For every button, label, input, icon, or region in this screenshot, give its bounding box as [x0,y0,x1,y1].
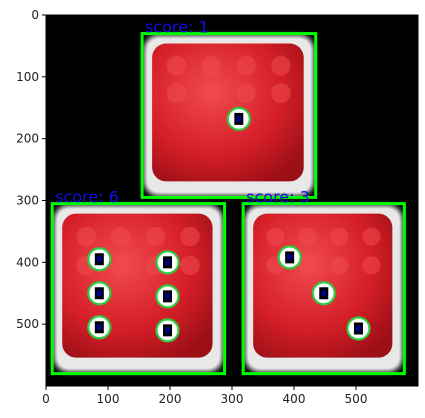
y-tick-label: 100 [16,70,39,84]
axes: 0 100 200 300 400 500 0 100 200 300 400 500 [16,8,419,406]
pip-center [321,290,327,297]
x-tick-label: 100 [97,392,120,406]
x-tick-label: 0 [42,392,50,406]
die-texture-dot [330,256,349,275]
die-texture-dot [271,55,291,76]
pip-center [96,290,102,297]
die-texture-dot [111,226,131,247]
die-texture-dot [236,55,256,76]
x-tick-label: 500 [345,392,368,406]
die-texture-dot [76,226,97,247]
die-2: score: 6 [50,188,227,376]
pip-center [355,325,361,332]
y-tick-label: 400 [16,255,39,269]
detection-box [50,202,227,376]
die-texture-dot [362,256,381,275]
die-1: score: 1 [140,18,318,199]
pip-center [287,254,293,261]
die-texture-dot [180,255,200,276]
dice-layer: score: 1 score: 6 score: 3 [50,18,406,376]
detection-box [140,32,318,199]
x-tick-label: 200 [159,392,182,406]
die-texture-dot [111,255,131,276]
y-tick-label: 500 [16,317,39,331]
score-label: score: 1 [145,18,209,37]
pip-center [96,324,102,331]
pip-center [165,293,171,300]
die-texture-dot [266,227,285,246]
die-texture-dot [166,55,187,76]
die-texture-dot [201,55,222,76]
detection-box [241,202,406,376]
die-texture-dot [298,227,317,246]
pip-center [96,256,102,263]
die-texture-dot [201,83,222,104]
die-texture-dot [236,83,256,104]
pip-center [236,115,242,122]
y-tick-label: 300 [16,194,39,208]
die-texture-dot [362,227,381,246]
die-texture-dot [166,83,187,104]
die-body [152,43,304,182]
die-texture-dot [330,227,349,246]
score-label: score: 6 [55,188,119,207]
die-3: score: 3 [241,188,406,376]
die-texture-dot [180,226,200,247]
die-texture-dot [145,226,166,247]
pip-center [165,259,171,266]
die-texture-dot [271,83,291,104]
y-tick-label: 200 [16,132,39,146]
die-texture-dot [298,256,317,275]
y-tick-label: 0 [31,8,39,22]
x-tick-label: 400 [283,392,306,406]
pip-center [165,327,171,334]
score-label: score: 3 [246,188,310,207]
x-tick-label: 300 [221,392,244,406]
